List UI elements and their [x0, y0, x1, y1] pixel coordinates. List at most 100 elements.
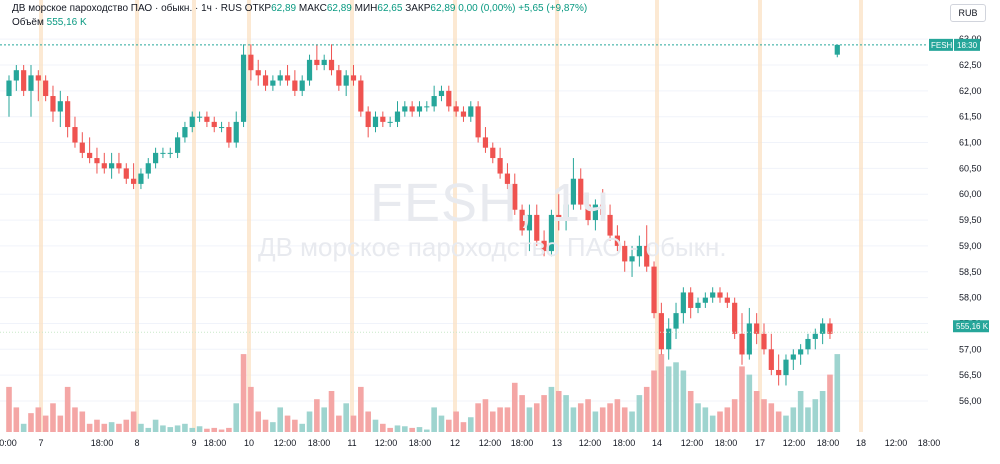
- candle-body: [812, 333, 818, 339]
- candle-body: [226, 127, 232, 143]
- currency-button[interactable]: RUB: [950, 4, 986, 22]
- candle-body: [292, 80, 298, 91]
- volume-bar: [130, 411, 137, 432]
- candle-body: [460, 111, 467, 117]
- price-tick-label: 57,00: [959, 344, 982, 354]
- volume-bar: [673, 362, 679, 432]
- session-separator: [655, 0, 659, 432]
- candle-body: [585, 204, 591, 221]
- volume-bar: [314, 399, 320, 432]
- volume-bar: [299, 423, 305, 432]
- volume-bar: [511, 382, 518, 432]
- volume-bar: [768, 403, 775, 432]
- candle-body: [768, 349, 774, 370]
- candle-body: [468, 106, 474, 117]
- volume-bar: [409, 427, 415, 432]
- volume-bar: [94, 419, 100, 432]
- volume-bar: [167, 427, 174, 432]
- time-axis[interactable]: 0:00 7 18:00 8 9 18:00 10 12:00 18:00 11 12:00 18:0…: [0, 438, 940, 448]
- volume-bar: [548, 386, 555, 432]
- watermark-company: ДВ морское пароходство ПАО - обыкн.: [258, 232, 727, 262]
- candle-body: [783, 359, 789, 376]
- candle-body: [475, 106, 481, 138]
- volume-bar: [226, 427, 232, 432]
- volume-bar: [270, 422, 276, 432]
- volume-bar: [343, 403, 349, 432]
- volume-bar: [819, 391, 826, 432]
- volume-bar: [182, 423, 188, 432]
- time-tick-label: 18:00: [308, 438, 331, 448]
- candle-body: [204, 116, 210, 122]
- volume-bar: [812, 399, 819, 432]
- candle-body: [145, 163, 151, 174]
- volume-bar: [739, 366, 745, 432]
- time-tick-label: 18:00: [511, 438, 534, 448]
- candle-body: [87, 152, 93, 159]
- volume-bar: [519, 395, 525, 432]
- volume-bar: [145, 427, 152, 432]
- volume-bar: [541, 395, 547, 432]
- candle-body: [570, 178, 577, 205]
- volume-bar: [284, 415, 291, 432]
- candle-body: [695, 302, 701, 308]
- volume-bar: [636, 395, 643, 432]
- volume-bar: [72, 407, 78, 432]
- candle-body: [321, 59, 327, 66]
- volume-bar: [621, 407, 628, 432]
- candle-body: [240, 54, 247, 122]
- candle-body: [453, 106, 459, 112]
- volume-bar: [86, 423, 93, 432]
- candle-body: [490, 147, 496, 159]
- volume-tag-bg: [953, 320, 989, 333]
- volume-bar: [497, 407, 503, 432]
- volume-label[interactable]: Объём: [12, 17, 44, 28]
- candle-body: [438, 90, 445, 97]
- time-tick-label: 13: [552, 438, 562, 448]
- ohlc-legend: ДВ морское пароходство ПАО · обыкн. · 1ч…: [12, 3, 587, 14]
- time-tick-label: 12:00: [274, 438, 297, 448]
- countdown-tag-label: 18:30: [957, 41, 978, 50]
- candle-body: [658, 313, 664, 350]
- volume-bar: [761, 399, 767, 432]
- countdown-tag-bg: [954, 38, 980, 51]
- time-tick-label: 18:00: [918, 438, 941, 448]
- candle-body: [211, 121, 217, 128]
- volume-bar: [240, 354, 247, 432]
- candle-body: [131, 178, 137, 184]
- time-tick-label: 18:00: [91, 438, 114, 448]
- candle-body: [402, 106, 408, 112]
- change-period: +5,65 (+9,87%): [518, 3, 588, 14]
- symbol-name[interactable]: ДВ морское пароходство ПАО · обыкн. · 1ч…: [12, 3, 242, 14]
- session-separator: [453, 0, 457, 432]
- time-tick-label: 10: [244, 438, 254, 448]
- time-tick-label: 11: [347, 438, 356, 448]
- candle-body: [343, 75, 349, 86]
- volume-bar: [482, 399, 489, 432]
- candle-body: [761, 333, 767, 350]
- open-label: ОТКР: [244, 3, 272, 14]
- price-axis[interactable]: 63,0062,5062,0061,5061,0060,5060,0059,50…: [959, 34, 982, 406]
- price-tick-label: 56,00: [959, 396, 982, 406]
- candle-body: [526, 214, 533, 231]
- volume-bar: [592, 411, 599, 432]
- time-tick-label: 12:00: [885, 438, 908, 448]
- candle-body: [277, 75, 283, 81]
- candle-body: [350, 75, 357, 81]
- candle-body: [710, 292, 716, 298]
- candle-body: [614, 235, 620, 246]
- candle-body: [218, 127, 225, 129]
- volume-bar: [555, 391, 562, 432]
- time-tick-label: 12: [450, 438, 460, 448]
- volume-bar: [416, 427, 423, 432]
- candle-body: [196, 116, 203, 118]
- volume-bar: [709, 415, 716, 432]
- candle-body: [578, 178, 584, 205]
- volume-tag-label: 555,16 K: [956, 322, 989, 331]
- candle-body: [233, 121, 239, 143]
- volume-bar: [533, 403, 540, 432]
- volume-bar: [446, 419, 452, 432]
- time-tick-label: 17: [755, 438, 765, 448]
- volume-bar: [438, 415, 445, 432]
